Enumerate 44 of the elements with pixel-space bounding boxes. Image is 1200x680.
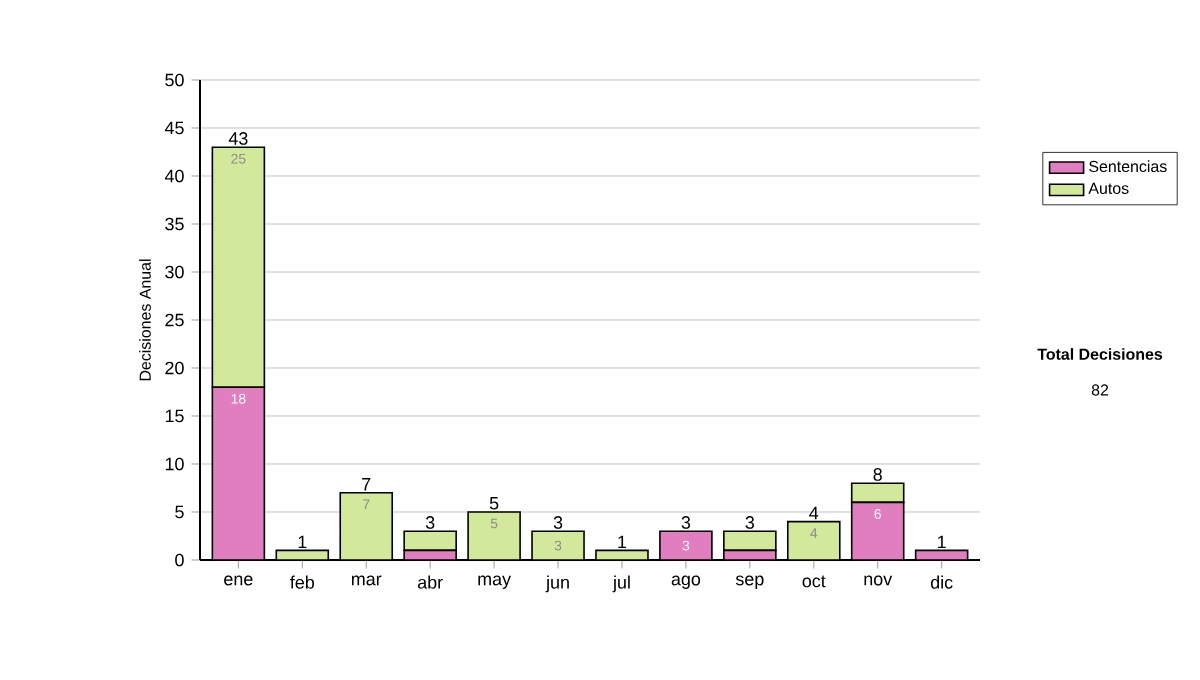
total-label: 1 — [618, 535, 627, 549]
x-tick-label: ago — [671, 575, 701, 589]
y-tick-label: 45 — [164, 121, 184, 135]
bar — [850, 501, 905, 560]
x-tick-label: mar — [351, 575, 382, 586]
total-label: 3 — [681, 516, 691, 529]
bar — [723, 530, 777, 552]
bar — [339, 492, 394, 560]
bar — [467, 511, 521, 560]
x-tick-label: sep — [735, 575, 764, 589]
x-tick-label: dic — [930, 575, 953, 589]
total-label: 1 — [298, 535, 307, 549]
y-tick-label: 50 — [165, 73, 184, 87]
x-tick-label: jul — [612, 575, 630, 593]
y-tick-label: 20 — [165, 361, 184, 375]
bar — [211, 386, 266, 560]
bar — [850, 482, 905, 504]
y-tick-label: 0 — [175, 553, 184, 567]
total-label: 43 — [228, 132, 248, 145]
total-label: 1 — [938, 535, 946, 549]
x-tick-label: jun — [545, 575, 569, 593]
y-tick-label: 15 — [165, 409, 184, 423]
y-tick-label: 35 — [165, 217, 184, 231]
y-tick-label: 5 — [175, 505, 184, 519]
total-label: 4 — [809, 506, 819, 520]
bar — [786, 520, 841, 560]
total-label: 3 — [553, 516, 563, 529]
x-tick-label: nov — [864, 575, 893, 586]
x-tick-label: ene — [224, 575, 253, 586]
x-tick-label: may — [478, 575, 512, 589]
y-tick-label: 40 — [164, 169, 184, 183]
total-label: 3 — [745, 516, 755, 529]
total-label: 7 — [362, 478, 371, 491]
y-tick-label: 25 — [165, 313, 184, 327]
total-label: 8 — [873, 468, 882, 481]
x-tick-label: feb — [290, 575, 315, 589]
y-tick-label: 10 — [165, 457, 184, 471]
total-label: 5 — [489, 497, 499, 510]
x-tick-label: abr — [417, 575, 443, 589]
total-label: 3 — [425, 516, 435, 529]
y-tick-label: 30 — [165, 265, 184, 279]
x-tick-label: oct — [802, 575, 826, 588]
bar — [211, 146, 266, 388]
bar — [403, 530, 457, 552]
